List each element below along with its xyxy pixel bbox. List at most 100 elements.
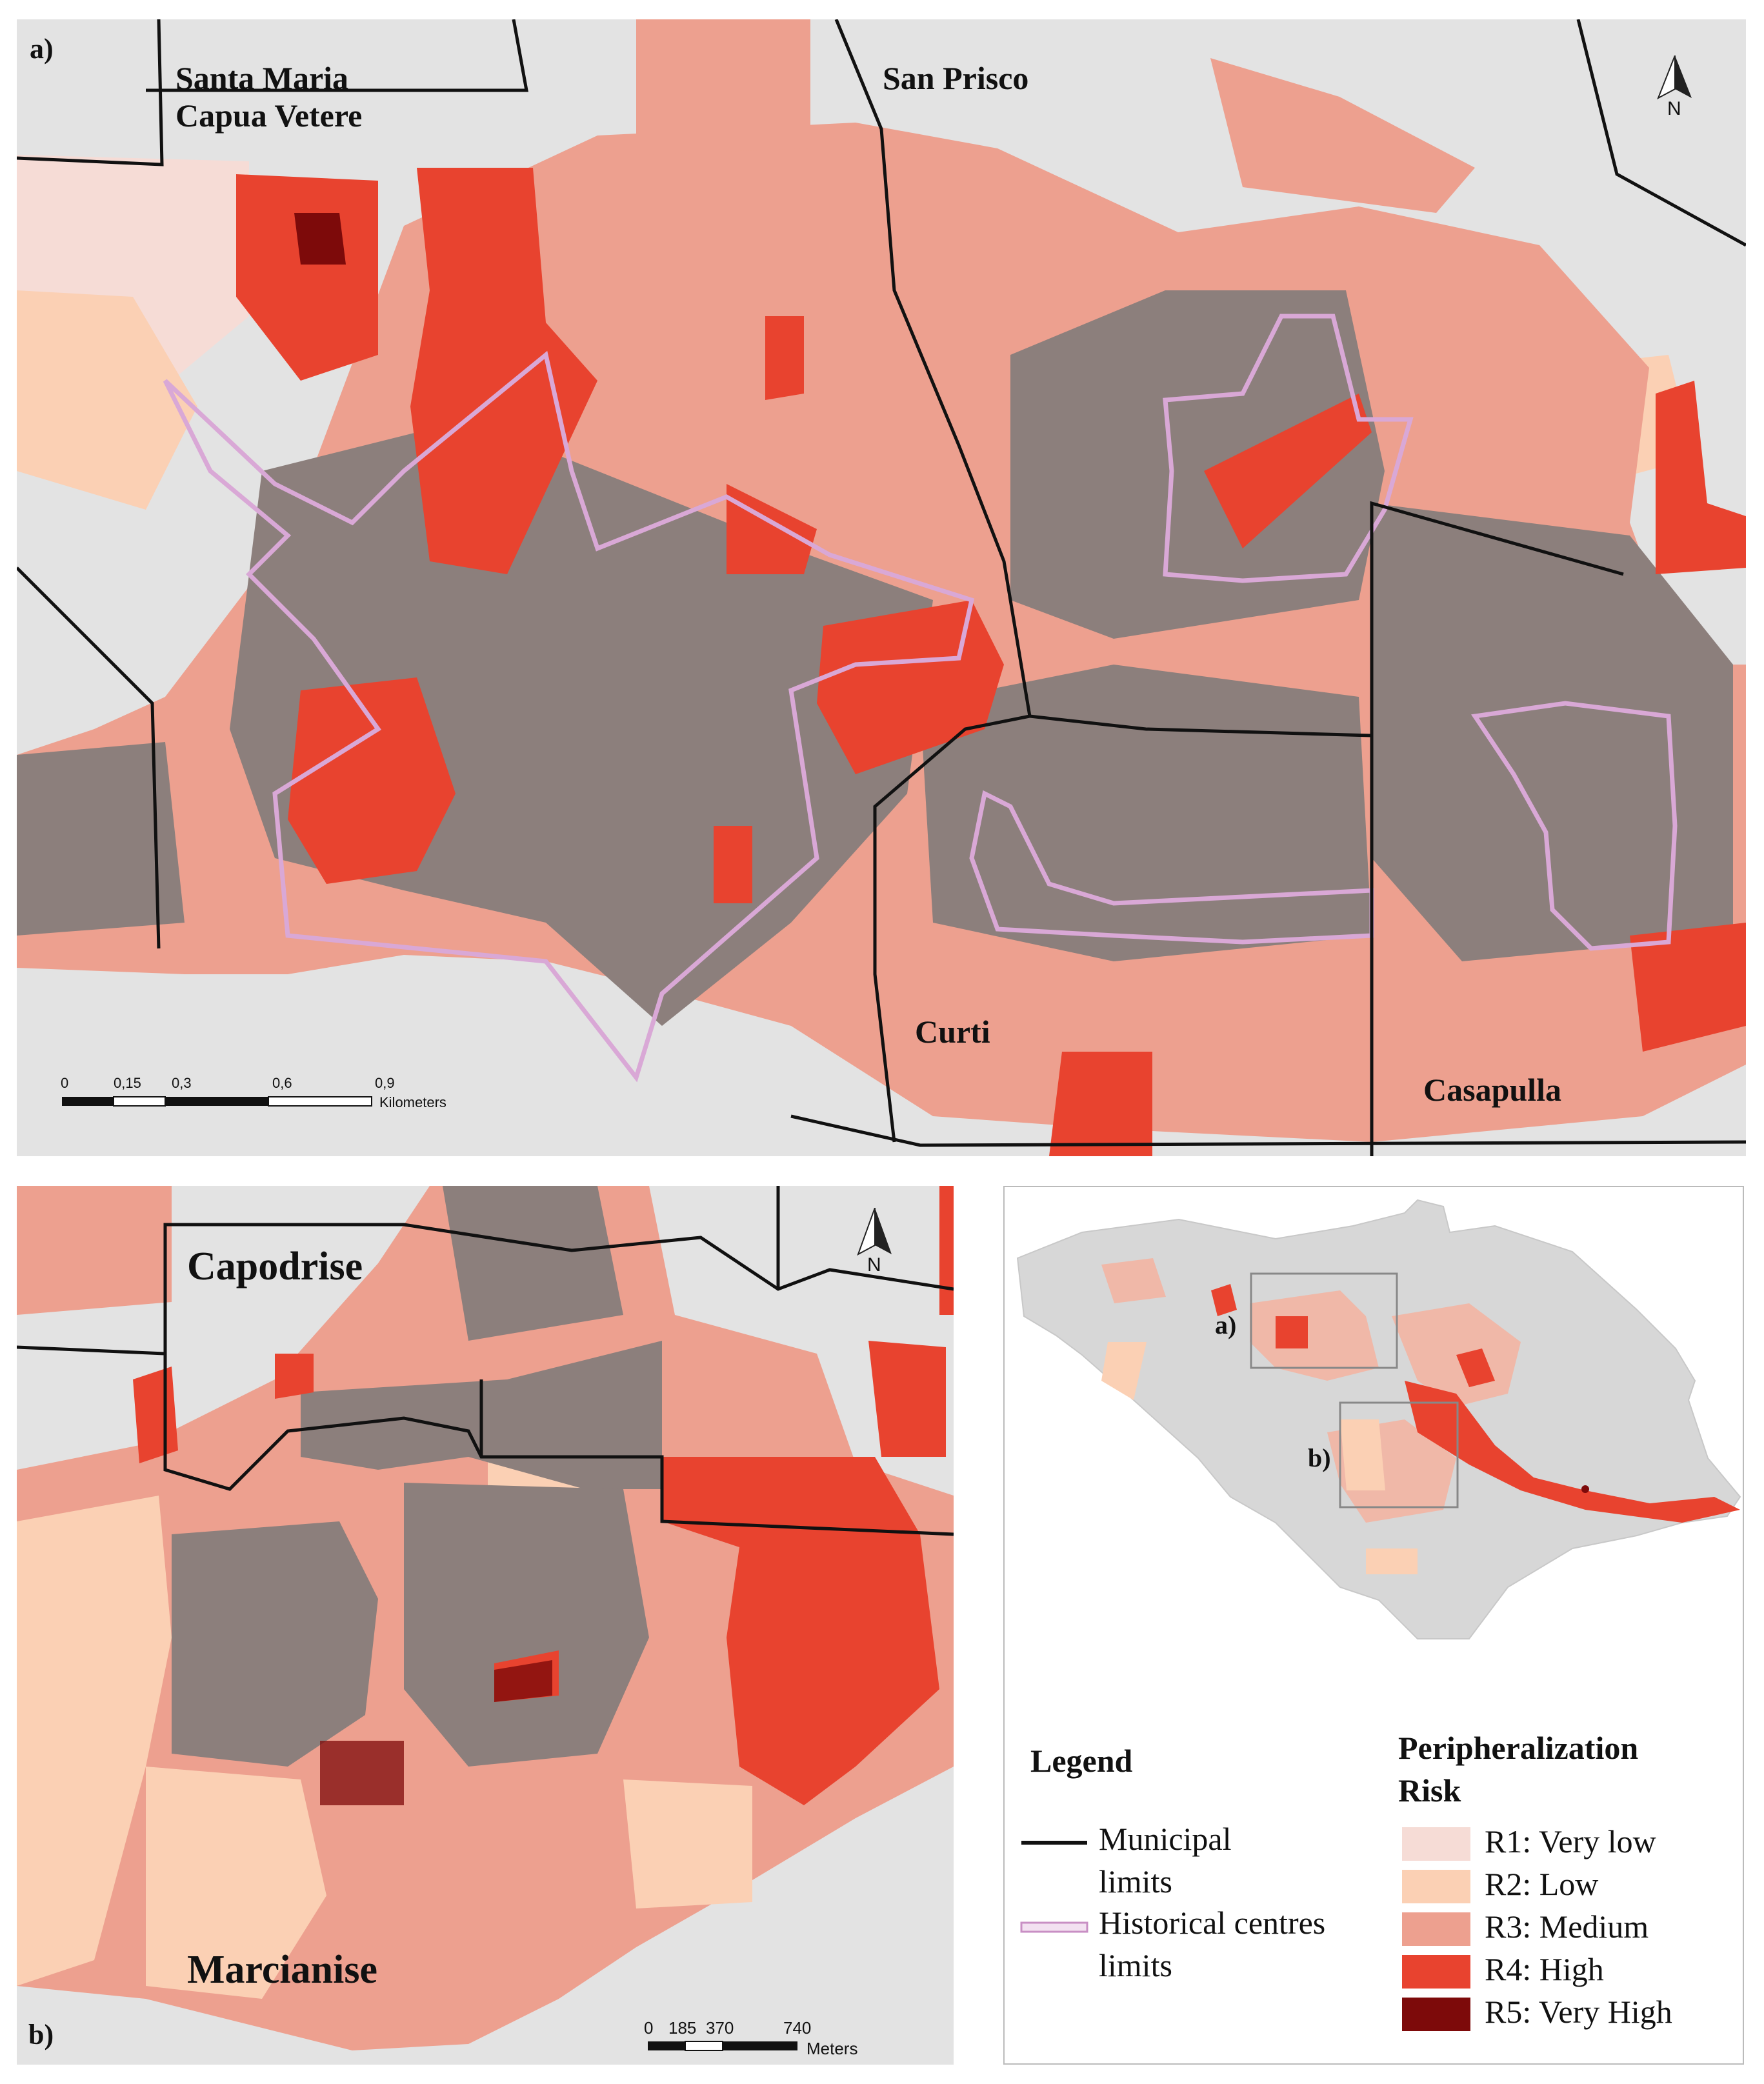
zone-r3 [17,1186,172,1315]
panel-a-letter: a) [30,33,54,65]
municipal-limit [790,1114,1746,1147]
municipal-limit [17,566,161,949]
risk-label-r3: R3: Medium [1485,1909,1649,1945]
scale-b-tick: 370 [706,2018,734,2038]
map-b-canvas [17,1186,954,2065]
overview-urban-r2 [1101,1342,1147,1400]
zone-r4 [714,826,752,903]
zone-r4 [1204,394,1372,548]
scale-bar-b: 0 185 370 740 Meters [641,2018,925,2063]
scale-a-tick: 0,6 [272,1075,292,1091]
risk-swatch-r4 [1402,1955,1470,1989]
zone-r4 [410,168,597,574]
buildings-core [1372,503,1733,961]
municipal-limit [17,1345,954,1536]
risk-title-2: Risk [1398,1772,1461,1808]
zone-r4 [288,677,456,884]
buildings-core [443,1186,623,1341]
buildings-core [1010,290,1385,639]
scale-bar-a: 0 0,15 0,3 0,6 0,9 Kilometers [55,1075,507,1127]
legend-historical-label-2: limits [1099,1947,1172,1983]
buildings-core [17,742,185,936]
overview-map [1016,1199,1741,1639]
risk-swatch-r1 [1402,1827,1470,1861]
place-label-casapulla: Casapulla [1423,1072,1561,1108]
place-label-curti: Curti [915,1014,990,1050]
legend-municipal-label-2: limits [1099,1863,1172,1899]
place-label-marcianise: Marcianise [187,1948,378,1992]
scale-a-bar [62,1096,372,1107]
inset-box-b [1339,1401,1459,1508]
legend-historical-line [1020,1921,1088,1933]
overview-urban-r4 [1456,1348,1495,1387]
municipal-limit [17,19,164,166]
legend-title: Legend [1030,1743,1133,1779]
historical-centre-limit [1471,701,1678,951]
north-arrow-icon [857,1208,892,1256]
risk-label-r2: R2: Low [1485,1866,1599,1902]
scale-b-tick: 740 [783,2018,812,2038]
zone-r4 [1049,1052,1152,1156]
zone-r4 [275,1354,314,1399]
zone-r5 [294,213,346,265]
overview-urban-r4 [1405,1381,1740,1523]
map-a-canvas [17,19,1746,1156]
overview-urban-r2 [1366,1548,1418,1574]
municipal-limit [834,19,1032,1143]
zone-r2 [623,1779,752,1909]
zone-r4 [868,1341,946,1457]
legend-municipal-label-1: Municipal [1099,1821,1232,1857]
map-panel-a: a) Santa Maria Capua Vetere San Prisco C… [17,19,1746,1156]
zone-r4 [727,484,817,574]
municipal-limit [1576,19,1746,247]
zone-r4 [817,600,1004,774]
overview-inset-a-label: a) [1215,1310,1237,1339]
zone-r4 [662,1457,939,1805]
north-arrow-a: N [1656,55,1694,120]
legend-municipal-line [1021,1841,1087,1845]
buildings-core [404,1483,649,1767]
risk-title-1: Peripheralization [1398,1730,1639,1766]
scale-b-tick: 0 [644,2018,654,2038]
municipal-limit [146,19,528,92]
place-label-san-prisco: San Prisco [883,60,1029,96]
north-arrow-icon [1657,55,1692,100]
overview-inset-b-label: b) [1308,1443,1331,1472]
zone-r4 [1656,381,1746,574]
place-label-capodrise: Capodrise [187,1245,363,1288]
zone-r2 [17,290,197,510]
zone-r3 [636,19,810,155]
zone-r4 [765,316,804,400]
scale-b-unit: Meters [807,2039,858,2058]
scale-a-tick: 0,9 [375,1075,395,1091]
zone-r4 [133,1367,178,1463]
scale-a-tick: 0 [61,1075,69,1091]
historical-centre-limit [1163,314,1414,583]
overview-urban-r3 [1250,1290,1379,1381]
place-label-santa-maria: Santa Maria [175,60,349,96]
overview-legend-panel: a) b) Legend Municipal limits Historical… [1003,1186,1744,2065]
scale-a-tick: 0,3 [172,1075,192,1091]
zone-r4 [236,174,378,381]
overview-urban-r5 [1581,1485,1589,1493]
municipal-limit [163,1223,954,1354]
zone-r2 [17,1496,172,1986]
scale-a-unit: Kilometers [379,1094,446,1110]
risk-swatch-r2 [1402,1870,1470,1903]
buildings-core [172,1521,378,1767]
zone-r2 [146,1767,326,1999]
north-arrow-b: N [856,1208,894,1279]
place-label-capua-vetere: Capua Vetere [175,97,363,134]
inset-box-a [1250,1272,1398,1369]
legend-historical-label-1: Historical centres [1099,1905,1326,1941]
zone-r4 [1630,923,1746,1052]
scale-b-bar [648,2041,797,2051]
overview-urban-r2 [1340,1419,1385,1490]
risk-label-r4: R4: High [1485,1951,1604,1987]
north-label-a: N [1667,98,1681,119]
risk-label-r1: R1: Very low [1485,1823,1656,1859]
panel-b-letter: b) [28,2019,54,2050]
risk-swatch-r3 [1402,1912,1470,1946]
zone-r3 [1210,58,1475,213]
zone-r5 [494,1660,552,1702]
